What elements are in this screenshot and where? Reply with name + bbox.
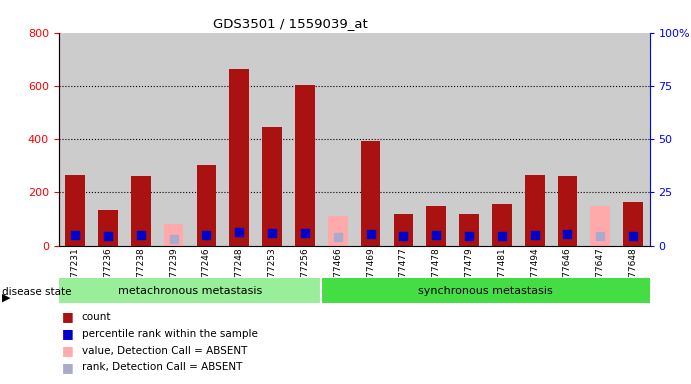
Bar [59, 33, 91, 246]
Bar [288, 33, 321, 246]
Point [464, 233, 475, 240]
Bar [518, 33, 551, 246]
Text: GDS3501 / 1559039_at: GDS3501 / 1559039_at [213, 17, 368, 30]
Bar [295, 84, 314, 246]
Bar [262, 127, 282, 246]
Point [529, 232, 540, 238]
Bar [551, 33, 584, 246]
Point [299, 230, 310, 236]
Bar [616, 33, 650, 246]
Point [365, 231, 376, 237]
Text: synchronous metastasis: synchronous metastasis [418, 286, 553, 296]
Bar [223, 33, 256, 246]
Point [562, 231, 573, 237]
Text: ■: ■ [62, 310, 74, 323]
Point [398, 233, 409, 240]
Bar [524, 175, 545, 246]
Point [267, 230, 278, 236]
Point [332, 234, 343, 240]
Bar [590, 206, 610, 246]
Bar [229, 69, 249, 246]
Point [102, 233, 113, 239]
Bar [91, 33, 124, 246]
Text: disease state: disease state [2, 287, 72, 297]
Text: metachronous metastasis: metachronous metastasis [118, 286, 262, 296]
Text: ■: ■ [62, 361, 74, 374]
Bar [354, 33, 387, 246]
Point [234, 229, 245, 235]
Bar [321, 278, 650, 303]
Point [135, 232, 146, 238]
Bar [124, 33, 157, 246]
Bar [361, 141, 380, 246]
Bar [584, 33, 616, 246]
Bar [256, 33, 288, 246]
Bar [393, 214, 413, 246]
Text: ■: ■ [62, 327, 74, 340]
Text: percentile rank within the sample: percentile rank within the sample [82, 329, 258, 339]
Bar [453, 33, 485, 246]
Bar [328, 217, 348, 246]
Point [496, 233, 507, 239]
Bar [492, 204, 511, 246]
Bar [196, 164, 216, 246]
Bar [623, 202, 643, 246]
Bar [131, 176, 151, 246]
Point [430, 232, 442, 238]
Point [168, 236, 179, 242]
Bar [157, 33, 190, 246]
Point [201, 232, 212, 238]
Bar [190, 33, 223, 246]
Bar [387, 33, 419, 246]
Bar [65, 175, 85, 246]
Bar [485, 33, 518, 246]
Bar [419, 33, 453, 246]
Text: count: count [82, 312, 111, 322]
Point [595, 233, 606, 239]
Bar [321, 33, 354, 246]
Text: value, Detection Call = ABSENT: value, Detection Call = ABSENT [82, 346, 247, 356]
Bar [164, 224, 183, 246]
Text: rank, Detection Call = ABSENT: rank, Detection Call = ABSENT [82, 362, 242, 372]
Bar [459, 214, 479, 246]
Bar [558, 177, 577, 246]
Point [627, 233, 638, 239]
Point [70, 232, 81, 238]
Text: ▶: ▶ [2, 293, 10, 303]
Bar [59, 278, 321, 303]
Bar [426, 206, 446, 246]
Bar [98, 210, 117, 246]
Text: ■: ■ [62, 344, 74, 357]
